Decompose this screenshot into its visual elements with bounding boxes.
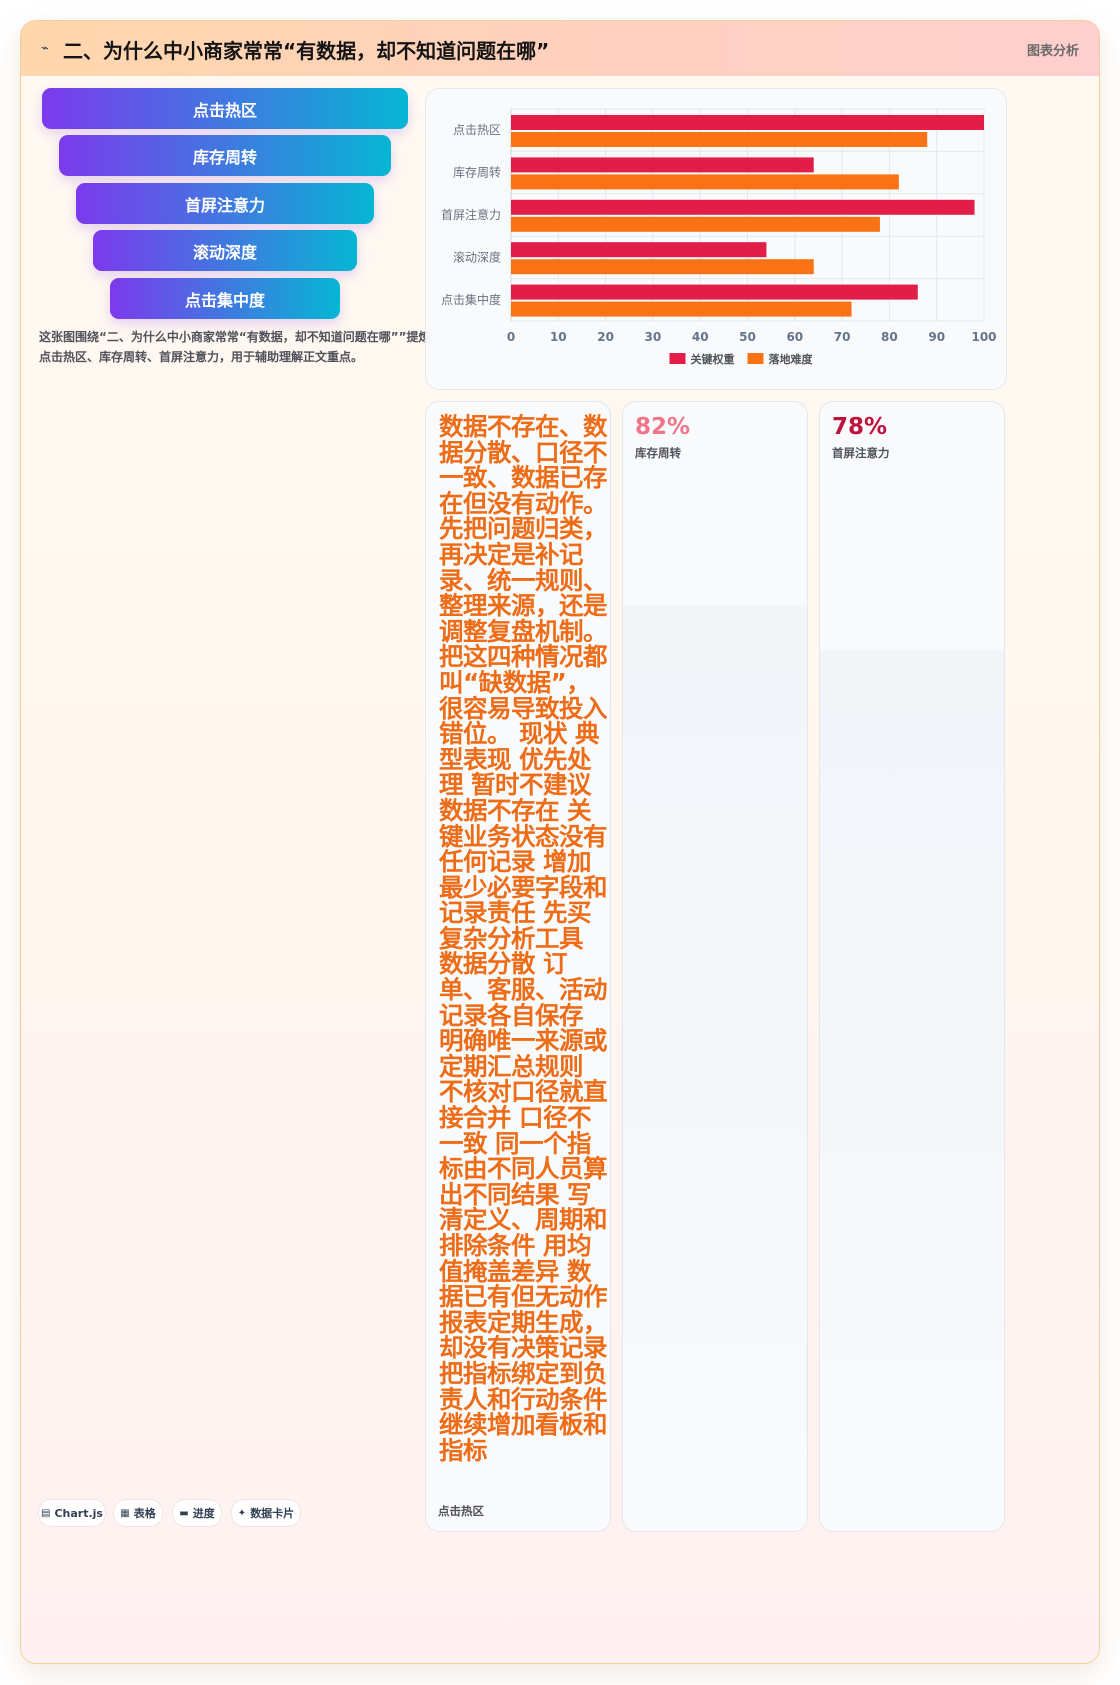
funnel-step: 点击热区 (42, 88, 408, 129)
spark-icon: ⌁ (41, 41, 49, 56)
funnel-step: 库存周转 (59, 135, 391, 176)
text-panel: 数据不存在、数据分散、口径不一致、数据已存在但没有动作。先把问题归类，再决定是补… (425, 401, 611, 1532)
x-tick-label: 20 (597, 330, 614, 344)
bar (511, 199, 975, 215)
pill-label: 数据卡片 (250, 1507, 295, 1520)
x-tick-label: 0 (507, 330, 515, 344)
funnel-step: 首屏注意力 (76, 183, 374, 224)
legend-label: 关键权重 (691, 352, 735, 366)
text-panel-body: 数据不存在、数据分散、口径不一致、数据已存在但没有动作。先把问题归类，再决定是补… (439, 412, 608, 1465)
page-title: 二、为什么中小商家常常“有数据，却不知道问题在哪” (63, 39, 550, 63)
bar (511, 259, 814, 275)
pill-data-card[interactable]: ✦ 数据卡片 (231, 1499, 301, 1527)
pill-table[interactable]: ▦ 表格 (113, 1499, 163, 1527)
funnel-step: 滚动深度 (93, 230, 357, 271)
legend-swatch (747, 353, 764, 364)
bar (511, 284, 918, 300)
x-tick-label: 40 (692, 330, 709, 344)
pill-chartjs[interactable]: ▤ Chart.js (38, 1499, 106, 1527)
bar (511, 115, 984, 130)
bar (511, 132, 928, 147)
progress-icon: ▬ (179, 1507, 189, 1519)
legend-label: 落地难度 (769, 352, 814, 366)
chart-card: ⌁ 二、为什么中小商家常常“有数据，却不知道问题在哪” 图表分析 点击热区 库存… (20, 20, 1100, 1664)
x-tick-label: 100 (971, 330, 996, 344)
kpi-progress-fill (820, 650, 1004, 1531)
x-tick-label: 10 (550, 330, 567, 344)
kpi-value: 82% (635, 414, 691, 440)
pill-label: 表格 (133, 1507, 156, 1520)
pill-label: 进度 (192, 1507, 215, 1520)
card-header: ⌁ 二、为什么中小商家常常“有数据，却不知道问题在哪” 图表分析 (21, 21, 1099, 76)
bar (511, 216, 880, 232)
pill-label: Chart.js (54, 1506, 103, 1520)
bar-chart-panel: 0 10 20 30 40 50 60 70 80 90 100 点击热区库存周转首屏注意力滚动深度点… (425, 88, 1007, 390)
text-panel-label: 点击热区 (438, 1504, 484, 1518)
chart-caption: 这张图围绕“二、为什么中小商家常常“有数据，却不知道问题在哪””提炼点击热区、库… (39, 330, 431, 364)
y-tick-label: 库存周转 (453, 165, 501, 180)
x-tick-label: 50 (739, 330, 756, 344)
kpi-card: 82% 库存周转 (622, 401, 808, 1532)
x-tick-label: 60 (786, 330, 803, 344)
x-tick-label: 80 (881, 330, 898, 344)
grid-icon: ▦ (120, 1507, 130, 1519)
kpi-label: 库存周转 (635, 446, 681, 460)
y-tick-label: 点击集中度 (441, 292, 501, 307)
bar-chart: 0 10 20 30 40 50 60 70 80 90 100 点击热区库存周转首屏注意力滚动深度点… (441, 108, 997, 366)
pill-progress[interactable]: ▬ 进度 (172, 1499, 222, 1527)
kpi-card: 78% 首屏注意力 (819, 401, 1005, 1532)
kpi-progress-fill (623, 605, 807, 1531)
bar (511, 157, 814, 173)
kpi-label: 首屏注意力 (832, 446, 890, 460)
card-icon: ✦ (237, 1507, 247, 1519)
kpi-value: 78% (832, 414, 888, 440)
y-tick-label: 点击热区 (453, 123, 501, 137)
header-tag: 图表分析 (1026, 44, 1079, 59)
legend-swatch (669, 353, 686, 364)
bar (511, 174, 899, 190)
bar (511, 301, 852, 317)
x-tick-label: 30 (645, 330, 662, 344)
y-tick-label: 首屏注意力 (441, 207, 501, 222)
table-icon: ▤ (41, 1507, 51, 1519)
x-tick-label: 90 (928, 330, 945, 344)
y-tick-label: 滚动深度 (453, 249, 501, 264)
x-tick-label: 70 (834, 330, 851, 344)
bar (511, 242, 767, 258)
funnel-step: 点击集中度 (110, 278, 340, 319)
